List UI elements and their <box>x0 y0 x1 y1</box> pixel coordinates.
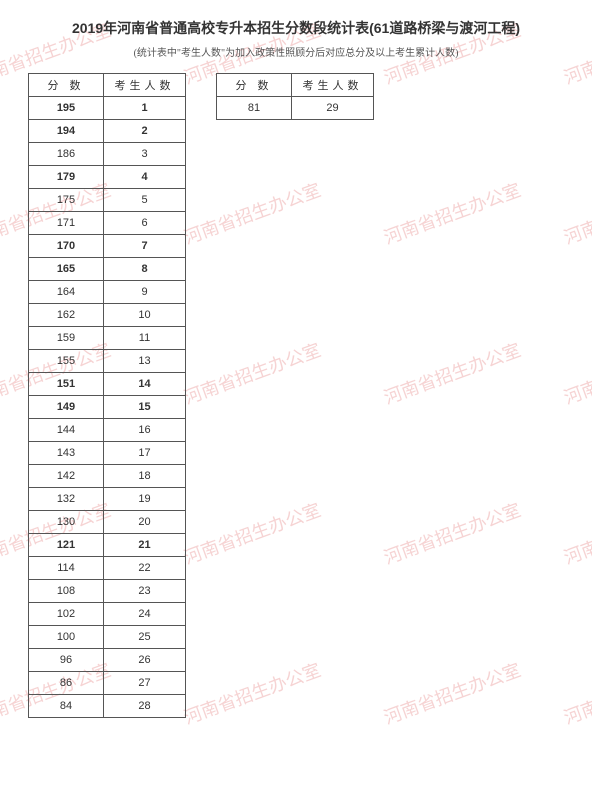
score-table-2: 分 数 考生人数 8129 <box>216 73 374 120</box>
table-header-row: 分 数 考生人数 <box>29 74 186 97</box>
score-table-1: 分 数 考生人数 1951194218631794175517161707165… <box>28 73 186 718</box>
cell-score: 121 <box>29 534 104 557</box>
cell-score: 170 <box>29 235 104 258</box>
table-row: 8627 <box>29 672 186 695</box>
cell-count: 3 <box>104 143 186 166</box>
cell-count: 10 <box>104 304 186 327</box>
table-row: 1658 <box>29 258 186 281</box>
cell-score: 151 <box>29 373 104 396</box>
table-row: 14915 <box>29 396 186 419</box>
table-row: 10224 <box>29 603 186 626</box>
table-row: 1755 <box>29 189 186 212</box>
page-title: 2019年河南省普通高校专升本招生分数段统计表(61道路桥梁与渡河工程) <box>28 18 564 38</box>
cell-count: 4 <box>104 166 186 189</box>
cell-score: 142 <box>29 465 104 488</box>
table-row: 1863 <box>29 143 186 166</box>
table-row: 15911 <box>29 327 186 350</box>
tables-container: 分 数 考生人数 1951194218631794175517161707165… <box>28 73 564 718</box>
cell-count: 21 <box>104 534 186 557</box>
cell-score: 100 <box>29 626 104 649</box>
cell-count: 26 <box>104 649 186 672</box>
cell-count: 5 <box>104 189 186 212</box>
content: 2019年河南省普通高校专升本招生分数段统计表(61道路桥梁与渡河工程) (统计… <box>0 0 592 718</box>
cell-count: 24 <box>104 603 186 626</box>
cell-score: 149 <box>29 396 104 419</box>
header-score: 分 数 <box>29 74 104 97</box>
table-row: 14317 <box>29 442 186 465</box>
cell-score: 86 <box>29 672 104 695</box>
cell-count: 11 <box>104 327 186 350</box>
cell-count: 6 <box>104 212 186 235</box>
cell-score: 162 <box>29 304 104 327</box>
cell-count: 17 <box>104 442 186 465</box>
cell-score: 130 <box>29 511 104 534</box>
cell-count: 22 <box>104 557 186 580</box>
table-row: 14218 <box>29 465 186 488</box>
table-row: 1794 <box>29 166 186 189</box>
cell-count: 14 <box>104 373 186 396</box>
cell-count: 25 <box>104 626 186 649</box>
table-row: 1707 <box>29 235 186 258</box>
cell-count: 20 <box>104 511 186 534</box>
cell-score: 164 <box>29 281 104 304</box>
cell-count: 16 <box>104 419 186 442</box>
cell-count: 28 <box>104 695 186 718</box>
cell-score: 186 <box>29 143 104 166</box>
cell-score: 144 <box>29 419 104 442</box>
cell-count: 23 <box>104 580 186 603</box>
table-row: 12121 <box>29 534 186 557</box>
cell-count: 27 <box>104 672 186 695</box>
table-row: 1649 <box>29 281 186 304</box>
table-row: 8428 <box>29 695 186 718</box>
table-row: 10025 <box>29 626 186 649</box>
cell-score: 81 <box>217 97 292 120</box>
cell-score: 108 <box>29 580 104 603</box>
table-row: 14416 <box>29 419 186 442</box>
cell-score: 155 <box>29 350 104 373</box>
page-subtitle: (统计表中"考生人数"为加入政策性照顾分后对应总分及以上考生累计人数) <box>28 44 564 59</box>
cell-count: 15 <box>104 396 186 419</box>
table-row: 1942 <box>29 120 186 143</box>
cell-count: 19 <box>104 488 186 511</box>
cell-count: 2 <box>104 120 186 143</box>
table-row: 13020 <box>29 511 186 534</box>
cell-count: 1 <box>104 97 186 120</box>
cell-count: 8 <box>104 258 186 281</box>
cell-score: 132 <box>29 488 104 511</box>
table-row: 10823 <box>29 580 186 603</box>
cell-count: 18 <box>104 465 186 488</box>
cell-score: 171 <box>29 212 104 235</box>
table-row: 8129 <box>217 97 374 120</box>
table-row: 9626 <box>29 649 186 672</box>
cell-score: 159 <box>29 327 104 350</box>
cell-count: 13 <box>104 350 186 373</box>
table-row: 16210 <box>29 304 186 327</box>
cell-score: 194 <box>29 120 104 143</box>
cell-score: 179 <box>29 166 104 189</box>
table-header-row: 分 数 考生人数 <box>217 74 374 97</box>
cell-score: 102 <box>29 603 104 626</box>
header-count: 考生人数 <box>292 74 374 97</box>
table-row: 1951 <box>29 97 186 120</box>
cell-score: 195 <box>29 97 104 120</box>
table-row: 15114 <box>29 373 186 396</box>
cell-score: 143 <box>29 442 104 465</box>
cell-count: 29 <box>292 97 374 120</box>
header-count: 考生人数 <box>104 74 186 97</box>
cell-score: 84 <box>29 695 104 718</box>
cell-count: 9 <box>104 281 186 304</box>
table-row: 13219 <box>29 488 186 511</box>
table-row: 11422 <box>29 557 186 580</box>
header-score: 分 数 <box>217 74 292 97</box>
cell-score: 175 <box>29 189 104 212</box>
table-row: 15513 <box>29 350 186 373</box>
cell-count: 7 <box>104 235 186 258</box>
cell-score: 114 <box>29 557 104 580</box>
table-row: 1716 <box>29 212 186 235</box>
cell-score: 165 <box>29 258 104 281</box>
cell-score: 96 <box>29 649 104 672</box>
